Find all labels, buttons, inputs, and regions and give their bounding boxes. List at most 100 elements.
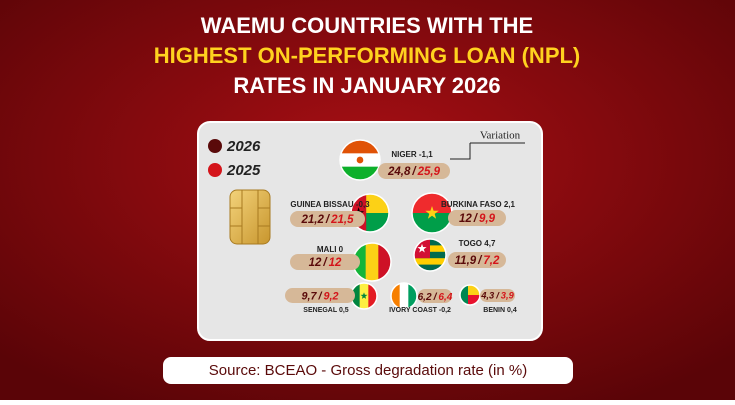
legend-dot	[208, 163, 222, 177]
flag-band	[460, 295, 480, 305]
flag	[414, 239, 446, 271]
value-pill	[448, 252, 506, 268]
value-2025: 25,9	[417, 166, 441, 178]
flag-band	[365, 243, 379, 281]
variation: 0,4	[507, 307, 517, 314]
variation: -0,3	[356, 200, 370, 209]
flag-band	[351, 283, 361, 309]
country-name: MALI	[317, 245, 337, 254]
value-text: 21,2/21,5	[300, 214, 354, 226]
value-text: 11,9/7,2	[455, 255, 500, 267]
value-2026: 12	[459, 213, 472, 225]
flag-star	[425, 206, 439, 219]
country-label: NIGER -1,1	[391, 150, 433, 159]
value-text: 24,8/25,9	[387, 166, 441, 178]
separator: /	[477, 255, 483, 267]
title-line: RATES IN JANUARY 2026	[233, 73, 500, 98]
value-text: 12/12	[309, 257, 342, 269]
flag-star	[417, 243, 427, 253]
value-2025: 21,5	[330, 214, 354, 226]
variation: -1,1	[419, 150, 433, 159]
separator: /	[325, 214, 331, 226]
separator: /	[318, 290, 323, 302]
value-pill	[290, 211, 365, 227]
title-line: WAEMU COUNTRIES WITH THE	[201, 13, 533, 38]
value-2025: 6,4	[438, 292, 452, 303]
value-pill	[285, 288, 355, 303]
value-2026: 9,7	[301, 290, 317, 302]
flag-band	[368, 283, 377, 309]
value-text: 9,7/9,2	[301, 290, 338, 302]
country-label: BENIN 0,4	[483, 307, 517, 314]
value-text: 6,2/6,4	[418, 292, 453, 303]
flag-ring	[413, 238, 447, 272]
value-text: 4,3/3,9	[480, 291, 514, 301]
country-name: BURKINA FASO	[441, 200, 502, 209]
legend-dot	[208, 139, 222, 153]
flag	[391, 283, 417, 309]
flag-ring	[459, 284, 481, 306]
value-2025: 9,9	[479, 213, 496, 225]
flag	[412, 193, 452, 233]
chip-lines	[230, 190, 270, 244]
legend-label: 2025	[226, 162, 261, 179]
value-2026: 12	[309, 257, 322, 269]
flag-band	[391, 283, 401, 309]
country-label: BURKINA FASO 2,1	[441, 200, 516, 209]
flag-dot	[356, 156, 364, 164]
flag-band	[412, 193, 452, 213]
value-pill	[378, 163, 450, 179]
value-pill	[290, 254, 360, 270]
value-2026: 24,8	[387, 166, 411, 178]
value-2026: 21,2	[300, 214, 324, 226]
value-2025: 9,2	[324, 290, 339, 302]
flag-star	[360, 292, 368, 299]
country-name: NIGER	[391, 150, 417, 159]
flag-band	[408, 283, 417, 309]
value-2026: 11,9	[455, 255, 477, 267]
country-name: TOGO	[459, 239, 482, 248]
annotation: Variation	[480, 130, 521, 142]
variation: 2,1	[504, 200, 516, 209]
flag-band	[460, 285, 468, 305]
variation: 0,5	[339, 307, 349, 314]
flag	[351, 283, 377, 309]
variation: 4,7	[484, 239, 496, 248]
separator: /	[322, 257, 328, 269]
country-label: SENEGAL 0,5	[303, 307, 349, 314]
flag-band	[414, 264, 446, 271]
value-text: 12/9,9	[459, 213, 496, 225]
flag-band	[412, 213, 452, 233]
flag	[460, 285, 480, 305]
chip	[229, 189, 271, 245]
value-2025: 3,9	[501, 291, 515, 301]
flag-band	[399, 283, 409, 309]
annotation-line	[450, 142, 525, 160]
flag-ring	[390, 282, 418, 310]
title-line: HIGHEST ON-PERFORMING LOAN (NPL)	[154, 43, 581, 68]
source: Source: BCEAO - Gross degradation rate (…	[209, 362, 527, 379]
value-pill	[480, 289, 515, 302]
separator: /	[411, 166, 417, 178]
value-pill	[448, 210, 506, 226]
source-pill	[163, 357, 573, 384]
value-2026: 4,3	[480, 291, 495, 301]
value-2025: 12	[329, 257, 342, 269]
country-label: IVORY COAST -0,2	[389, 307, 451, 314]
flag-band	[460, 285, 480, 295]
separator: /	[473, 213, 479, 225]
value-2026: 6,2	[418, 292, 432, 303]
variation: 0	[339, 245, 344, 254]
country-name: SENEGAL	[303, 307, 338, 314]
country-name: GUINEA BISSAU	[290, 200, 353, 209]
value-pill	[418, 289, 452, 303]
value-2025: 7,2	[483, 255, 500, 267]
country-name: BENIN	[483, 307, 505, 314]
country-label: GUINEA BISSAU -0,3	[290, 200, 370, 209]
variation: -0,2	[439, 307, 451, 314]
country-label: MALI 0	[317, 245, 344, 254]
separator: /	[433, 292, 438, 303]
legend-label: 2026	[226, 138, 261, 155]
